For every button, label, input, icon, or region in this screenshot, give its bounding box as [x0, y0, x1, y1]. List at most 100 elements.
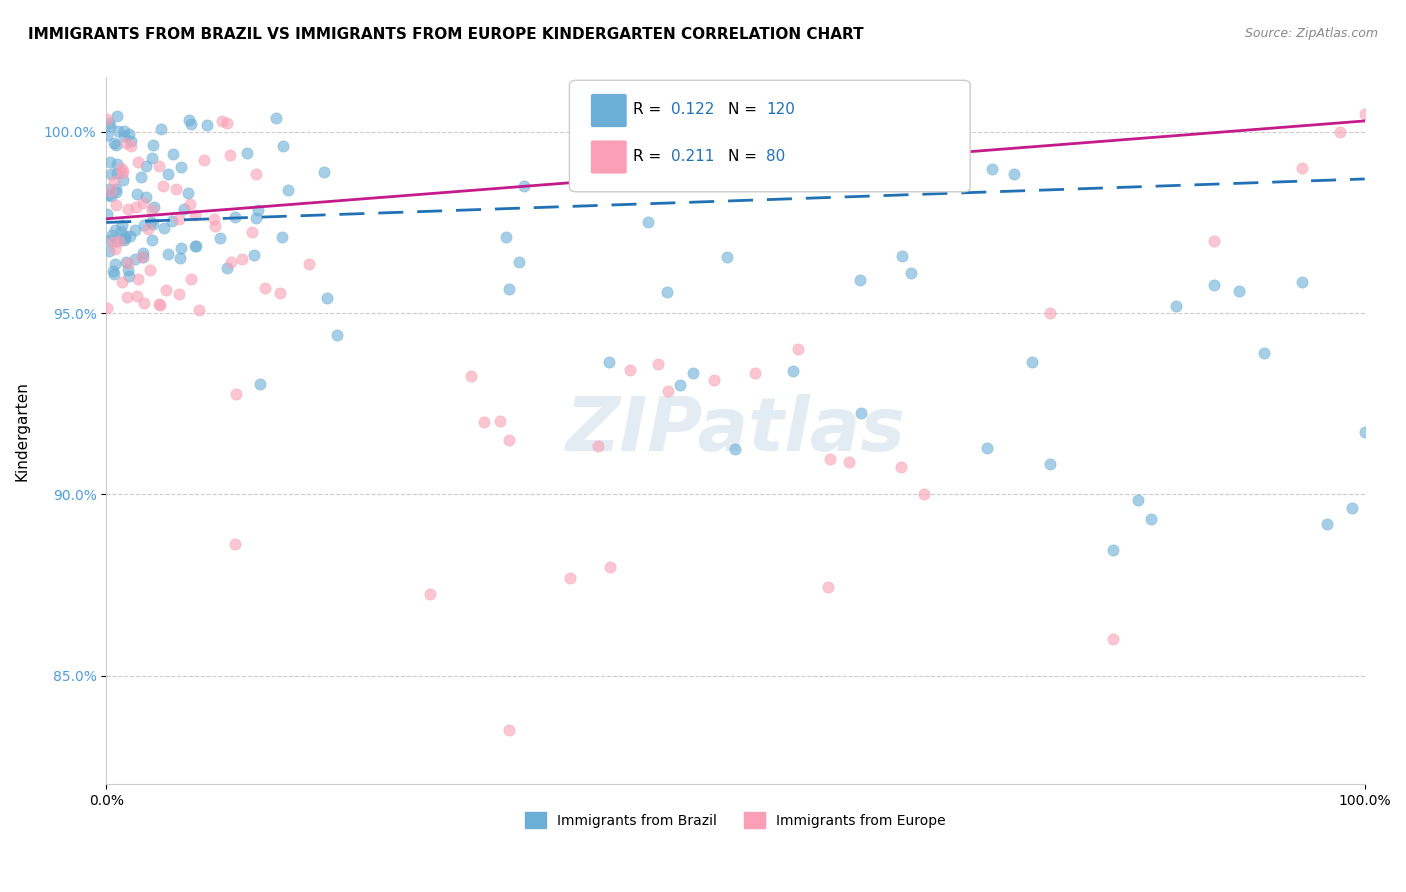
Point — [184, 239, 207, 253]
Point — [208, 231, 231, 245]
Point — [110, 161, 132, 176]
Point — [180, 271, 202, 285]
Point — [101, 264, 124, 278]
Point — [314, 164, 336, 178]
Point — [115, 290, 138, 304]
Point — [703, 373, 725, 387]
Point — [770, 136, 793, 151]
Point — [105, 138, 128, 153]
Point — [657, 384, 679, 398]
Point — [170, 241, 193, 255]
Point — [148, 297, 170, 311]
Point — [231, 252, 253, 266]
Point — [103, 174, 125, 188]
Point — [104, 185, 127, 199]
Point — [117, 256, 139, 270]
Point — [682, 367, 704, 381]
Point — [180, 117, 202, 131]
Point — [170, 160, 193, 174]
Point — [240, 225, 263, 239]
Point — [787, 343, 810, 357]
Point — [838, 455, 860, 469]
Point — [498, 282, 520, 296]
Point — [148, 159, 170, 173]
Point — [217, 116, 239, 130]
Point — [134, 295, 156, 310]
Point — [112, 233, 135, 247]
Point — [900, 265, 922, 279]
Point — [245, 167, 267, 181]
Point — [115, 136, 138, 150]
Point — [271, 230, 294, 244]
Point — [156, 247, 179, 261]
Point — [98, 233, 121, 247]
Point — [132, 246, 155, 260]
Point — [976, 441, 998, 455]
Point — [851, 406, 873, 420]
Point — [197, 118, 219, 132]
Point — [124, 223, 146, 237]
Point — [142, 217, 165, 231]
Point — [135, 159, 157, 173]
Point — [162, 146, 184, 161]
Point — [637, 214, 659, 228]
Point — [1354, 425, 1376, 439]
Point — [173, 202, 195, 216]
Point — [115, 255, 138, 269]
Point — [177, 186, 200, 201]
Point — [117, 202, 139, 216]
Point — [117, 263, 139, 277]
Text: ZIPatlas: ZIPatlas — [565, 394, 905, 467]
Point — [124, 252, 146, 266]
Point — [98, 155, 121, 169]
Point — [179, 112, 201, 127]
Point — [157, 167, 180, 181]
Point — [316, 291, 339, 305]
Point — [1202, 278, 1225, 293]
Point — [153, 220, 176, 235]
Point — [655, 285, 678, 300]
Point — [141, 203, 163, 218]
Point — [118, 268, 141, 283]
Point — [100, 167, 122, 181]
Point — [817, 580, 839, 594]
Point — [179, 196, 201, 211]
Point — [98, 244, 121, 258]
Point — [890, 460, 912, 475]
Point — [103, 267, 125, 281]
Point — [125, 186, 148, 201]
Point — [117, 127, 139, 141]
Point — [249, 377, 271, 392]
Point — [225, 387, 247, 401]
Point — [472, 415, 495, 429]
Point — [186, 239, 208, 253]
Point — [141, 233, 163, 247]
Point — [105, 109, 128, 123]
Point — [110, 224, 132, 238]
Point — [246, 202, 269, 217]
Point — [104, 242, 127, 256]
Point — [219, 255, 242, 269]
Point — [1291, 276, 1313, 290]
Point — [224, 537, 246, 551]
Text: 0.122: 0.122 — [671, 103, 714, 117]
Point — [215, 261, 238, 276]
Point — [1291, 161, 1313, 175]
Point — [716, 250, 738, 264]
Point — [271, 138, 294, 153]
Point — [105, 182, 128, 196]
Point — [165, 182, 187, 196]
Point — [118, 229, 141, 244]
Text: 120: 120 — [766, 103, 796, 117]
Point — [236, 145, 259, 160]
Point — [105, 157, 128, 171]
Point — [110, 166, 132, 180]
Point — [160, 214, 183, 228]
Point — [912, 487, 935, 501]
Point — [1227, 284, 1250, 298]
Point — [724, 442, 747, 456]
Point — [97, 182, 120, 196]
Point — [202, 211, 225, 226]
Point — [120, 134, 142, 148]
Point — [1021, 355, 1043, 369]
